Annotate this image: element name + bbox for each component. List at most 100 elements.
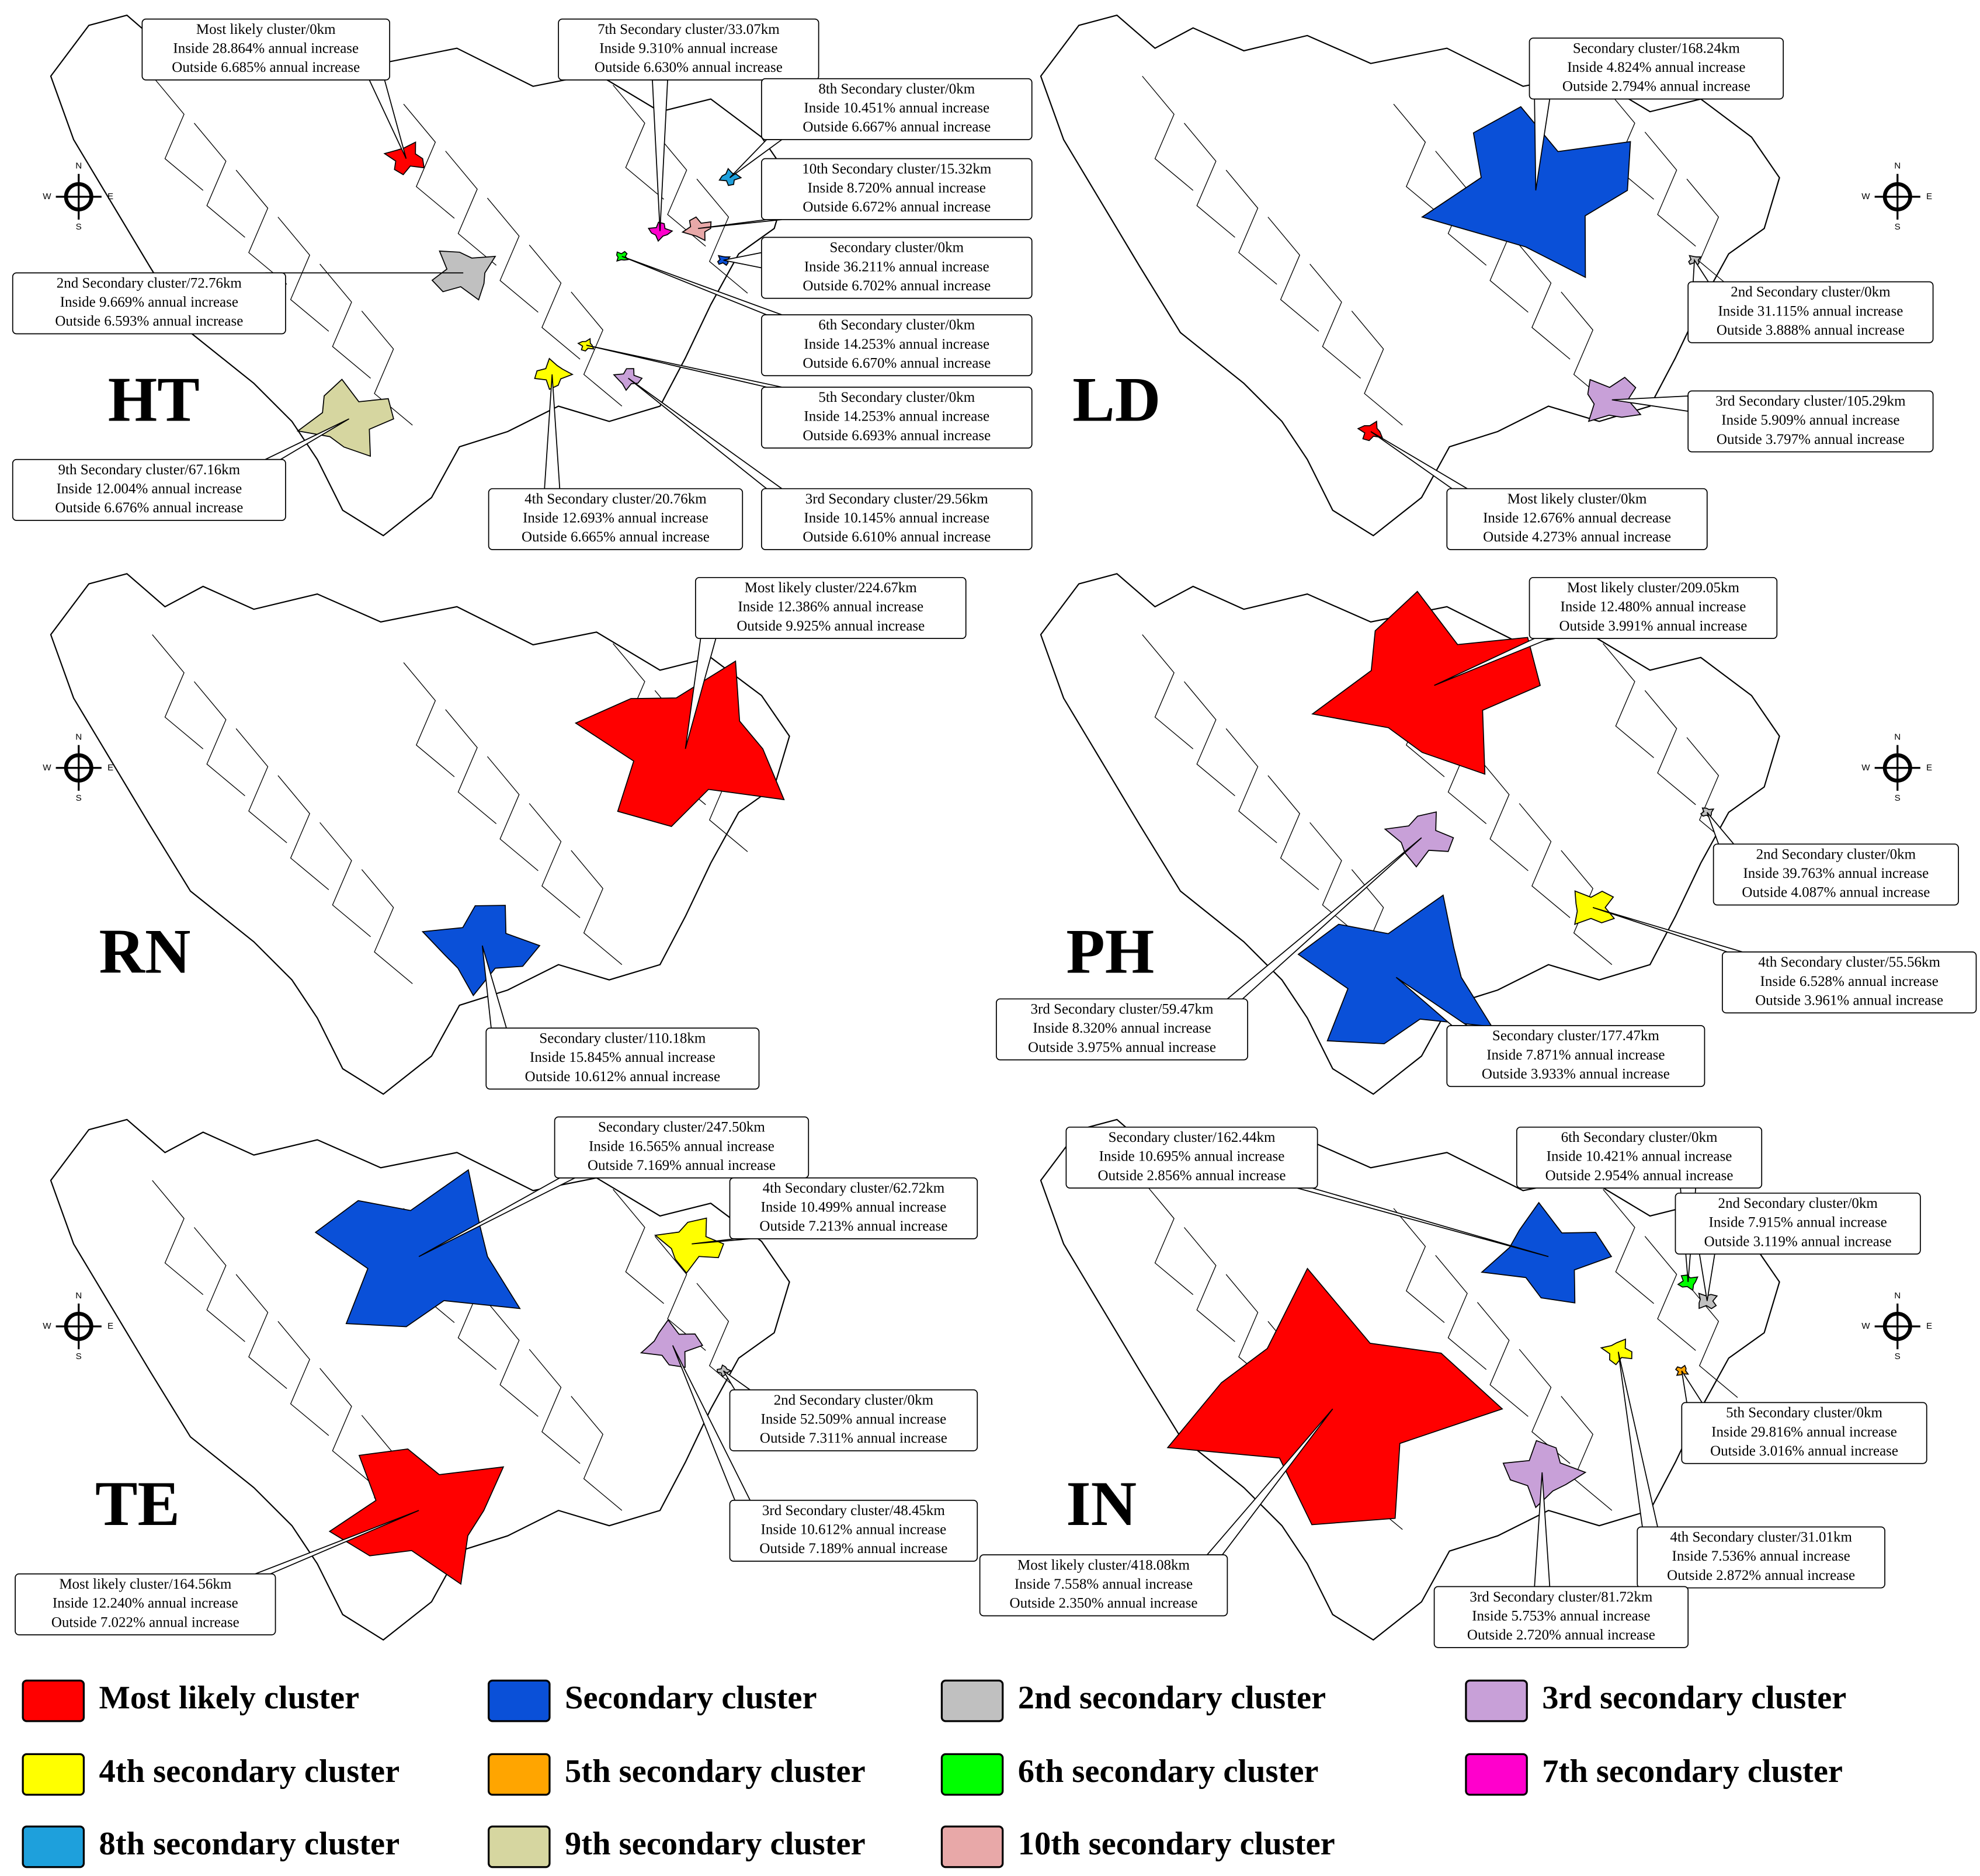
district-border: [1267, 217, 1319, 332]
annotation-line: Inside 28.864% annual increase: [173, 40, 359, 56]
annotation-box: [1637, 1526, 1885, 1589]
annotation-line: Inside 12.386% annual increase: [738, 599, 923, 615]
annotation-line: Outside 3.991% annual increase: [1559, 618, 1747, 634]
legend-label: 5th secondary cluster: [565, 1753, 866, 1790]
compass-letter: S: [1895, 222, 1901, 232]
legend-swatch: [1465, 1753, 1528, 1796]
annotation-box: [1675, 1192, 1921, 1255]
annotation-box: [1516, 1126, 1763, 1189]
annotation-line: 5th Secondary cluster/0km: [818, 390, 975, 405]
district-border: [152, 634, 204, 749]
annotation-line: Inside 5.909% annual increase: [1721, 412, 1899, 428]
annotation-line: Secondary cluster/0km: [829, 240, 964, 256]
compass-letter: S: [76, 793, 82, 803]
annotation-box: [12, 458, 286, 521]
district-border: [1519, 245, 1571, 360]
annotation-line: Inside 14.253% annual increase: [804, 336, 989, 352]
district-border: [1225, 169, 1277, 285]
base-map: [50, 573, 790, 1095]
annotation-line: Inside 6.528% annual increase: [1760, 974, 1939, 989]
district-border: [1686, 179, 1738, 294]
annotation-line: 5th Secondary cluster/0km: [1726, 1405, 1882, 1421]
annotation-line: Inside 9.310% annual increase: [599, 40, 777, 56]
annotation-line: Outside 2.856% annual increase: [1098, 1168, 1286, 1183]
cluster-region: [577, 338, 595, 352]
annotation-line: 4th Secondary cluster/55.56km: [1758, 954, 1940, 970]
annotation-line: Outside 7.169% annual increase: [588, 1158, 776, 1173]
annotation-box: [12, 272, 286, 335]
district-border: [1183, 1227, 1235, 1342]
annotation-line: Inside 8.320% annual increase: [1033, 1020, 1211, 1036]
compass-letter: S: [1895, 793, 1901, 803]
compass-letter: W: [1861, 192, 1870, 202]
compass-letter: E: [1926, 192, 1932, 202]
annotation-line: Outside 7.189% annual increase: [759, 1541, 947, 1557]
annotation-box: [1687, 281, 1934, 343]
cluster-region: [1420, 106, 1631, 279]
compass: [55, 173, 102, 220]
annotation-line: 6th Secondary cluster/0km: [818, 317, 975, 333]
district-border: [445, 709, 497, 824]
annotation-line: Inside 7.536% annual increase: [1672, 1548, 1850, 1564]
annotation-box: [1687, 390, 1934, 453]
cluster-region: [1677, 1274, 1698, 1291]
district-border: [152, 1180, 204, 1295]
district-border: [319, 263, 371, 379]
district-border: [1603, 643, 1654, 758]
annotation-line: 10th Secondary cluster/15.32km: [802, 161, 992, 177]
legend-swatch: [22, 1753, 85, 1796]
annotation-box: [760, 314, 1033, 377]
district-border: [235, 728, 287, 843]
annotation-box: [554, 1116, 810, 1179]
annotation-line: Outside 2.954% annual increase: [1545, 1168, 1734, 1183]
annotation-box: [485, 1027, 760, 1090]
annotation-line: Outside 3.797% annual increase: [1717, 432, 1905, 447]
district-border: [361, 869, 413, 984]
cluster-region: [613, 368, 643, 391]
district-border: [487, 756, 539, 871]
annotation-line: Inside 10.499% annual increase: [761, 1200, 947, 1215]
annotation-line: Inside 5.753% annual increase: [1472, 1608, 1650, 1624]
annotation-box: [15, 1573, 276, 1635]
annotation-line: Outside 3.933% annual increase: [1482, 1066, 1670, 1082]
district-border: [1644, 690, 1696, 805]
panel-label: RN: [99, 916, 190, 987]
cluster-region: [574, 660, 785, 827]
annotation-line: Outside 2.794% annual increase: [1562, 79, 1750, 95]
annotation-line: Inside 7.871% annual increase: [1486, 1047, 1665, 1063]
annotation-box: [1712, 843, 1959, 906]
annotation-box: [760, 78, 1033, 140]
district-border: [1603, 1189, 1654, 1304]
annotation-line: Outside 6.670% annual increase: [803, 355, 991, 371]
district-border: [487, 1302, 539, 1417]
panel-label: LD: [1072, 364, 1161, 435]
legend-label: 3rd secondary cluster: [1542, 1680, 1846, 1716]
annotation-box: [1529, 576, 1778, 639]
annotation-line: Inside 12.240% annual increase: [53, 1596, 238, 1611]
annotation-box: [760, 158, 1033, 220]
cluster-region: [1502, 1440, 1587, 1509]
district-border: [571, 1396, 623, 1511]
legend-label: 10th secondary cluster: [1018, 1826, 1335, 1862]
annotation-line: Inside 16.565% annual increase: [589, 1138, 774, 1154]
compass-letter: E: [107, 763, 113, 773]
annotation-line: Most likely cluster/0km: [1507, 491, 1647, 507]
legend-label: Secondary cluster: [565, 1680, 817, 1716]
legend-label: 4th secondary cluster: [99, 1753, 400, 1790]
legend-swatch: [488, 1679, 551, 1722]
annotation-line: 4th Secondary cluster/20.76km: [524, 491, 707, 507]
district-border: [1267, 775, 1319, 890]
annotation-line: 2nd Secondary cluster/0km: [774, 1392, 934, 1408]
annotation-line: Outside 3.961% annual increase: [1755, 992, 1943, 1008]
annotation-line: Most likely cluster/0km: [196, 22, 336, 37]
annotation-line: 2nd Secondary cluster/72.76km: [57, 276, 242, 291]
annotation-line: Inside 39.763% annual increase: [1743, 866, 1929, 881]
annotation-line: Outside 2.350% annual increase: [1010, 1596, 1198, 1611]
district-border: [1183, 123, 1235, 238]
annotation-line: Inside 15.845% annual increase: [530, 1050, 715, 1065]
district-border: [193, 1227, 245, 1342]
district-border: [235, 169, 287, 285]
annotation-line: Inside 10.695% annual increase: [1099, 1149, 1285, 1165]
district-border: [529, 1349, 581, 1464]
